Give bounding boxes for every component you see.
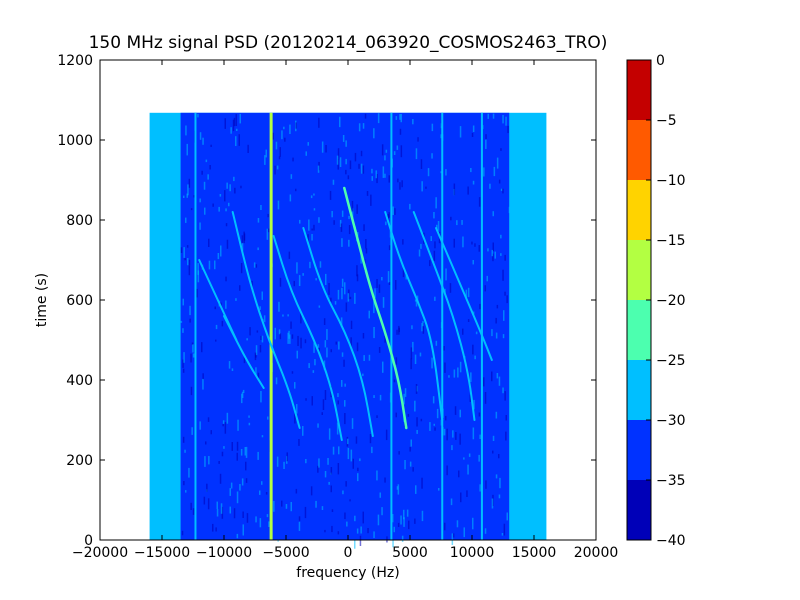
- x-tick-label: 15000: [512, 545, 557, 561]
- colorbar-segment: [627, 420, 651, 480]
- y-tick-label: 1200: [57, 53, 93, 69]
- spectrogram: [149, 112, 547, 549]
- x-tick-label: −10000: [196, 545, 252, 561]
- colorbar-tick-label: −30: [656, 413, 686, 429]
- colorbar-segment: [627, 60, 651, 120]
- colorbar: −40 −35 −30 −25 −20 −15 −10 −5 0: [626, 53, 686, 549]
- x-axis: −20000 −15000 −10000 −5000 0 5000 10000 15000 20…: [72, 60, 618, 561]
- doppler-curve-8: [198, 259, 238, 341]
- colorbar-tick-label: −35: [656, 473, 686, 489]
- colorbar-segment: [627, 240, 651, 300]
- y-tick-label: 800: [66, 213, 93, 229]
- colorbar-tick-label: −5: [656, 113, 677, 129]
- y-tick-label: 200: [66, 453, 93, 469]
- doppler-curve-0: [343, 186, 408, 430]
- y-tick-label: 1000: [57, 133, 93, 149]
- colorbar-segment: [627, 480, 651, 540]
- colorbar-tick-label: −20: [656, 293, 686, 309]
- doppler-curve-2: [302, 227, 374, 437]
- chart-title: 150 MHz signal PSD (20120214_063920_COSM…: [89, 33, 608, 53]
- x-tick-label: −20000: [72, 545, 128, 561]
- doppler-curve-1: [272, 235, 343, 441]
- colorbar-segment: [627, 180, 651, 240]
- y-tick-label: 400: [66, 373, 93, 389]
- doppler-curve-4: [384, 211, 444, 421]
- x-tick-label: 0: [344, 545, 353, 561]
- x-axis-label: frequency (Hz): [296, 565, 399, 581]
- x-tick-label: −5000: [262, 545, 309, 561]
- x-tick-label: 10000: [450, 545, 495, 561]
- plot-area: [99, 59, 597, 549]
- y-tick-label: 600: [66, 293, 93, 309]
- colorbar-segment: [627, 300, 651, 360]
- y-axis-label: time (s): [34, 273, 50, 327]
- colorbar-tick-label: −15: [656, 233, 686, 249]
- y-tick-label: 0: [84, 533, 93, 549]
- colorbar-tick-label: −25: [656, 353, 686, 369]
- colorbar-tick-label: 0: [656, 53, 665, 69]
- colorbar-tick-label: −10: [656, 173, 686, 189]
- colorbar-tick-label: −40: [656, 533, 686, 549]
- x-tick-label: −15000: [134, 545, 190, 561]
- x-tick-label: 5000: [392, 545, 428, 561]
- colorbar-segment: [627, 120, 651, 180]
- x-tick-label: 20000: [574, 545, 619, 561]
- doppler-curve-3: [231, 211, 301, 429]
- doppler-curve-5: [412, 211, 476, 421]
- noise-speckle: [180, 113, 511, 549]
- colorbar-segment: [627, 360, 651, 420]
- y-axis: 0 200 400 600 800 1000 1200: [57, 53, 596, 549]
- doppler-curve-6: [435, 227, 493, 361]
